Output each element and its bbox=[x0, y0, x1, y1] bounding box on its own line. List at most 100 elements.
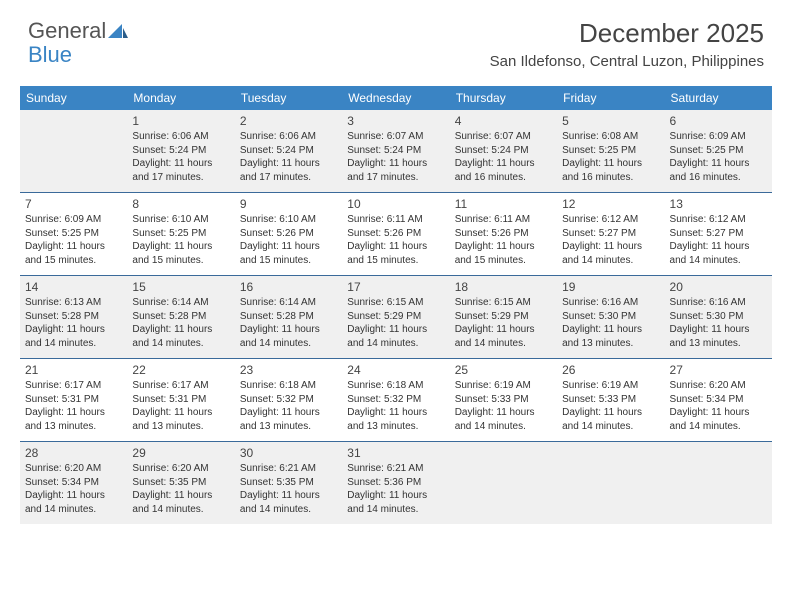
sunrise-text: Sunrise: 6:06 AM bbox=[240, 130, 337, 144]
day-cell: 12Sunrise: 6:12 AMSunset: 5:27 PMDayligh… bbox=[557, 193, 664, 275]
day-header: Friday bbox=[557, 86, 664, 110]
sunrise-text: Sunrise: 6:18 AM bbox=[240, 379, 337, 393]
day-cell: 9Sunrise: 6:10 AMSunset: 5:26 PMDaylight… bbox=[235, 193, 342, 275]
daylight-text: Daylight: 11 hours and 14 minutes. bbox=[670, 240, 767, 267]
week-row: 28Sunrise: 6:20 AMSunset: 5:34 PMDayligh… bbox=[20, 442, 772, 524]
sunset-text: Sunset: 5:27 PM bbox=[670, 227, 767, 241]
sunrise-text: Sunrise: 6:06 AM bbox=[132, 130, 229, 144]
sunset-text: Sunset: 5:36 PM bbox=[347, 476, 444, 490]
sunrise-text: Sunrise: 6:17 AM bbox=[132, 379, 229, 393]
daylight-text: Daylight: 11 hours and 14 minutes. bbox=[347, 489, 444, 516]
week-row: 7Sunrise: 6:09 AMSunset: 5:25 PMDaylight… bbox=[20, 193, 772, 276]
daylight-text: Daylight: 11 hours and 14 minutes. bbox=[455, 323, 552, 350]
day-number: 11 bbox=[455, 197, 552, 211]
day-number: 4 bbox=[455, 114, 552, 128]
day-cell: 21Sunrise: 6:17 AMSunset: 5:31 PMDayligh… bbox=[20, 359, 127, 441]
sunrise-text: Sunrise: 6:08 AM bbox=[562, 130, 659, 144]
day-cell: 2Sunrise: 6:06 AMSunset: 5:24 PMDaylight… bbox=[235, 110, 342, 192]
daylight-text: Daylight: 11 hours and 13 minutes. bbox=[347, 406, 444, 433]
day-cell: 27Sunrise: 6:20 AMSunset: 5:34 PMDayligh… bbox=[665, 359, 772, 441]
day-number: 17 bbox=[347, 280, 444, 294]
daylight-text: Daylight: 11 hours and 17 minutes. bbox=[240, 157, 337, 184]
daylight-text: Daylight: 11 hours and 13 minutes. bbox=[670, 323, 767, 350]
sunset-text: Sunset: 5:24 PM bbox=[132, 144, 229, 158]
calendar-body: 1Sunrise: 6:06 AMSunset: 5:24 PMDaylight… bbox=[20, 110, 772, 524]
daylight-text: Daylight: 11 hours and 14 minutes. bbox=[670, 406, 767, 433]
sunset-text: Sunset: 5:24 PM bbox=[455, 144, 552, 158]
sunrise-text: Sunrise: 6:16 AM bbox=[670, 296, 767, 310]
day-number: 5 bbox=[562, 114, 659, 128]
day-cell: 4Sunrise: 6:07 AMSunset: 5:24 PMDaylight… bbox=[450, 110, 557, 192]
day-cell: 22Sunrise: 6:17 AMSunset: 5:31 PMDayligh… bbox=[127, 359, 234, 441]
week-row: 14Sunrise: 6:13 AMSunset: 5:28 PMDayligh… bbox=[20, 276, 772, 359]
sunrise-text: Sunrise: 6:12 AM bbox=[670, 213, 767, 227]
day-header: Saturday bbox=[665, 86, 772, 110]
header: General December 2025 San Ildefonso, Cen… bbox=[0, 0, 792, 80]
day-number: 30 bbox=[240, 446, 337, 460]
day-cell: 14Sunrise: 6:13 AMSunset: 5:28 PMDayligh… bbox=[20, 276, 127, 358]
daylight-text: Daylight: 11 hours and 15 minutes. bbox=[132, 240, 229, 267]
sunrise-text: Sunrise: 6:14 AM bbox=[240, 296, 337, 310]
sunrise-text: Sunrise: 6:10 AM bbox=[132, 213, 229, 227]
day-number: 8 bbox=[132, 197, 229, 211]
sunrise-text: Sunrise: 6:19 AM bbox=[455, 379, 552, 393]
day-cell: 28Sunrise: 6:20 AMSunset: 5:34 PMDayligh… bbox=[20, 442, 127, 524]
day-number: 28 bbox=[25, 446, 122, 460]
sunrise-text: Sunrise: 6:21 AM bbox=[347, 462, 444, 476]
calendar: SundayMondayTuesdayWednesdayThursdayFrid… bbox=[20, 86, 772, 524]
sunset-text: Sunset: 5:32 PM bbox=[240, 393, 337, 407]
sunrise-text: Sunrise: 6:11 AM bbox=[455, 213, 552, 227]
day-number: 12 bbox=[562, 197, 659, 211]
sunset-text: Sunset: 5:34 PM bbox=[670, 393, 767, 407]
sunrise-text: Sunrise: 6:20 AM bbox=[670, 379, 767, 393]
sunrise-text: Sunrise: 6:09 AM bbox=[25, 213, 122, 227]
day-number: 23 bbox=[240, 363, 337, 377]
day-cell: 5Sunrise: 6:08 AMSunset: 5:25 PMDaylight… bbox=[557, 110, 664, 192]
sunset-text: Sunset: 5:28 PM bbox=[240, 310, 337, 324]
sunrise-text: Sunrise: 6:07 AM bbox=[455, 130, 552, 144]
sunrise-text: Sunrise: 6:17 AM bbox=[25, 379, 122, 393]
day-cell: 31Sunrise: 6:21 AMSunset: 5:36 PMDayligh… bbox=[342, 442, 449, 524]
sunset-text: Sunset: 5:29 PM bbox=[455, 310, 552, 324]
daylight-text: Daylight: 11 hours and 14 minutes. bbox=[240, 323, 337, 350]
week-row: 21Sunrise: 6:17 AMSunset: 5:31 PMDayligh… bbox=[20, 359, 772, 442]
sunrise-text: Sunrise: 6:10 AM bbox=[240, 213, 337, 227]
day-cell: 17Sunrise: 6:15 AMSunset: 5:29 PMDayligh… bbox=[342, 276, 449, 358]
day-header: Thursday bbox=[450, 86, 557, 110]
day-header: Wednesday bbox=[342, 86, 449, 110]
day-cell bbox=[20, 110, 127, 192]
day-number: 25 bbox=[455, 363, 552, 377]
sunset-text: Sunset: 5:26 PM bbox=[240, 227, 337, 241]
daylight-text: Daylight: 11 hours and 13 minutes. bbox=[240, 406, 337, 433]
day-number: 18 bbox=[455, 280, 552, 294]
sunrise-text: Sunrise: 6:20 AM bbox=[132, 462, 229, 476]
day-header-row: SundayMondayTuesdayWednesdayThursdayFrid… bbox=[20, 86, 772, 110]
daylight-text: Daylight: 11 hours and 14 minutes. bbox=[25, 323, 122, 350]
sunrise-text: Sunrise: 6:19 AM bbox=[562, 379, 659, 393]
day-cell: 24Sunrise: 6:18 AMSunset: 5:32 PMDayligh… bbox=[342, 359, 449, 441]
day-cell: 19Sunrise: 6:16 AMSunset: 5:30 PMDayligh… bbox=[557, 276, 664, 358]
day-cell: 29Sunrise: 6:20 AMSunset: 5:35 PMDayligh… bbox=[127, 442, 234, 524]
day-number: 24 bbox=[347, 363, 444, 377]
sunrise-text: Sunrise: 6:20 AM bbox=[25, 462, 122, 476]
daylight-text: Daylight: 11 hours and 17 minutes. bbox=[132, 157, 229, 184]
daylight-text: Daylight: 11 hours and 14 minutes. bbox=[240, 489, 337, 516]
sunrise-text: Sunrise: 6:11 AM bbox=[347, 213, 444, 227]
day-header: Sunday bbox=[20, 86, 127, 110]
day-cell: 11Sunrise: 6:11 AMSunset: 5:26 PMDayligh… bbox=[450, 193, 557, 275]
sunrise-text: Sunrise: 6:14 AM bbox=[132, 296, 229, 310]
daylight-text: Daylight: 11 hours and 15 minutes. bbox=[25, 240, 122, 267]
day-number: 21 bbox=[25, 363, 122, 377]
day-number: 6 bbox=[670, 114, 767, 128]
sunset-text: Sunset: 5:25 PM bbox=[562, 144, 659, 158]
day-cell bbox=[665, 442, 772, 524]
daylight-text: Daylight: 11 hours and 17 minutes. bbox=[347, 157, 444, 184]
logo-text-1: General bbox=[28, 18, 106, 44]
daylight-text: Daylight: 11 hours and 16 minutes. bbox=[670, 157, 767, 184]
sunset-text: Sunset: 5:32 PM bbox=[347, 393, 444, 407]
daylight-text: Daylight: 11 hours and 14 minutes. bbox=[25, 489, 122, 516]
sunrise-text: Sunrise: 6:07 AM bbox=[347, 130, 444, 144]
logo: General bbox=[28, 18, 128, 44]
day-cell bbox=[450, 442, 557, 524]
day-number: 19 bbox=[562, 280, 659, 294]
